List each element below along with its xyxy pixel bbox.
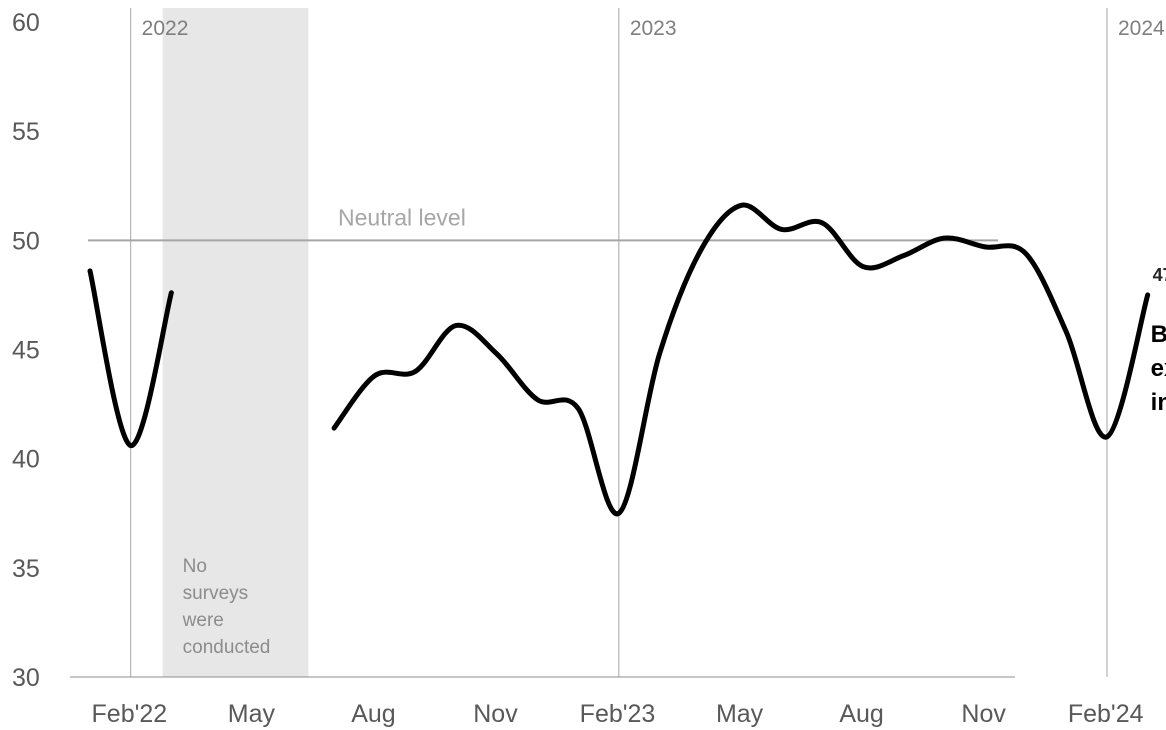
series-name-label-line: index — [1151, 389, 1166, 416]
y-tick-label: 35 — [12, 555, 40, 583]
no-surveys-shade — [162, 8, 309, 677]
y-tick-label: 50 — [12, 227, 40, 255]
end-value-label: 47,5 — [1153, 265, 1166, 285]
y-tick-label: 60 — [12, 9, 40, 37]
x-tick-label: Nov — [473, 700, 518, 728]
x-tick-label: Aug — [351, 700, 395, 728]
no-surveys-label-line: conducted — [183, 637, 271, 658]
series-line-segment — [87, 268, 174, 449]
shaded-region-layer — [162, 8, 309, 677]
series-name-label-line: Business — [1151, 321, 1166, 348]
x-tick-label: May — [716, 700, 764, 728]
x-tick-label: Feb'23 — [580, 700, 656, 728]
neutral-level-label: Neutral level — [338, 204, 466, 230]
label-layer: No surveys were conducted 2022 2023 2024 Neutra… — [142, 17, 1166, 658]
grid-layer — [130, 8, 1108, 677]
no-surveys-label-line: No — [183, 556, 207, 577]
series-layer — [87, 202, 1151, 516]
y-tick-label: 55 — [12, 118, 40, 146]
no-surveys-label-line: were — [182, 610, 224, 631]
y-tick-label: 40 — [12, 446, 40, 474]
y-tick-label: 45 — [12, 337, 40, 365]
year-label: 2023 — [630, 17, 677, 40]
x-tick-label: Aug — [839, 700, 883, 728]
series-name-label-line: expectations — [1151, 355, 1166, 382]
x-tick-label: Nov — [961, 700, 1006, 728]
axis-layer: 60 55 50 45 40 35 30 Feb'22 May Aug Nov Feb'23 May Au… — [12, 9, 1144, 728]
year-label: 2024 — [1118, 17, 1165, 40]
x-tick-label: Feb'24 — [1068, 700, 1144, 728]
no-surveys-label-line: surveys — [183, 583, 248, 604]
y-tick-label: 30 — [12, 664, 40, 692]
x-tick-label: May — [228, 700, 276, 728]
year-label: 2022 — [142, 17, 189, 40]
series-line-segment — [331, 202, 1151, 516]
x-tick-label: Feb'22 — [92, 700, 168, 728]
